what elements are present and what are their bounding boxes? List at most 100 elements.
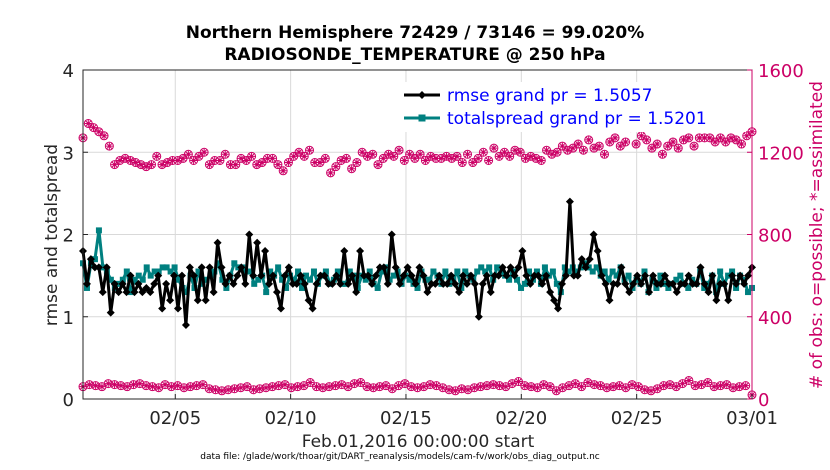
obs-assimilated-point [158,161,166,169]
obs-assimilated-point [155,384,163,392]
obs-assimilated-point [451,387,459,395]
rmse-point [744,271,753,280]
obs-possible-point [312,382,322,392]
obs-possible-point [336,155,346,165]
spread-point [83,284,90,291]
obs-assimilated-point [723,381,731,389]
obs-possible-point [120,153,130,163]
spread-point [95,227,102,234]
rmse-point [379,263,388,272]
obs-assimilated-point [400,156,408,164]
obs-possible-point [373,160,383,170]
obs-assimilated-point [442,152,450,160]
obs-possible-point [640,385,650,395]
obs-assimilated-point [470,384,478,392]
obs-assimilated-point [216,156,224,164]
spread-point [195,268,202,275]
obs-assimilated-point [464,386,472,394]
obs-possible-point [657,149,667,159]
obs-assimilated-point [416,150,424,158]
obs-assimilated-point [344,383,352,391]
obs-possible-point [362,151,372,161]
rmse-point [656,279,665,288]
obs-assimilated-point [574,140,582,148]
spread-point [589,268,596,275]
rmse-point [364,271,373,280]
spread-point [283,284,290,291]
obs-assimilated-point [295,148,303,156]
right-axis: 0 400 800 1200 1600 [747,61,804,411]
obs-assimilated-point [571,380,579,388]
obs-assimilated-point [615,382,623,390]
obs-assimilated-point [306,146,314,154]
spread-point [171,264,178,271]
rmse-point [538,279,547,288]
obs-possible-point [217,386,227,396]
spread-point [135,272,142,279]
obs-assimilated-point [279,167,287,175]
obs-assimilated-point [432,154,440,162]
obs-assimilated-point [221,150,229,158]
rmse-point [613,279,622,288]
obs-assimilated-point [532,154,540,162]
spread-point [231,260,238,267]
obs-assimilated-point [485,156,493,164]
legend-spread-label: totalspread grand pr = 1.5201 [447,109,707,129]
obs-assimilated-point [319,384,327,392]
spread-point [147,272,154,279]
spread-point [442,268,449,275]
spread-point [561,264,568,271]
obs-possible-point [584,135,594,145]
obs-possible-point [252,160,262,170]
obs-possible-point [183,149,193,159]
rmse-point [356,246,365,255]
obs-possible-point [444,385,454,395]
obs-possible-point [436,153,446,163]
obs-assimilated-point [606,138,614,146]
rmse-point [352,288,361,297]
obs-possible-point [84,380,94,390]
rmse-point [296,271,305,280]
spread-point [183,289,190,296]
rmse-point [649,271,658,280]
obs-assimilated-point [543,146,551,154]
obs-possible-point [668,137,678,147]
obs-assimilated-point [199,381,207,389]
spread-point [701,284,708,291]
obs-assimilated-point [445,386,453,394]
obs-assimilated-point [634,383,642,391]
obs-possible-point [99,131,109,141]
rmse-point [142,283,151,292]
rmse-point [367,279,376,288]
spread-point [362,276,369,283]
obs-possible-point [179,383,189,393]
obs-possible-point [173,155,183,165]
rmse-point [280,271,289,280]
rmse-point [585,255,594,264]
obs-assimilated-point [742,382,750,390]
obs-assimilated-point [448,154,456,162]
obs-assimilated-point [275,382,283,390]
obs-possible-point [690,381,700,391]
obs-possible-point [478,147,488,157]
obs-possible-point [741,381,751,391]
rmse-point [660,271,669,280]
left-tick-label: 0 [63,390,74,411]
rmse-point [593,246,602,255]
spread-point [482,268,489,275]
obs-assimilated-point [685,376,693,384]
rmse-point [292,279,301,288]
obs-possible-point [318,383,328,393]
obs-possible-point [305,378,315,388]
obs-assimilated-point [121,154,129,162]
rmse-point [118,279,127,288]
x-tick-label: 02/25 [611,408,663,429]
obs-assimilated-point [313,383,321,391]
obs-assimilated-point [735,383,743,391]
obs-assimilated-point [327,169,335,177]
obs-assimilated-point [690,142,698,150]
obs-assimilated-point [658,150,666,158]
obs-assimilated-point [706,134,714,142]
spread-point [494,264,501,271]
spread-point [733,284,740,291]
